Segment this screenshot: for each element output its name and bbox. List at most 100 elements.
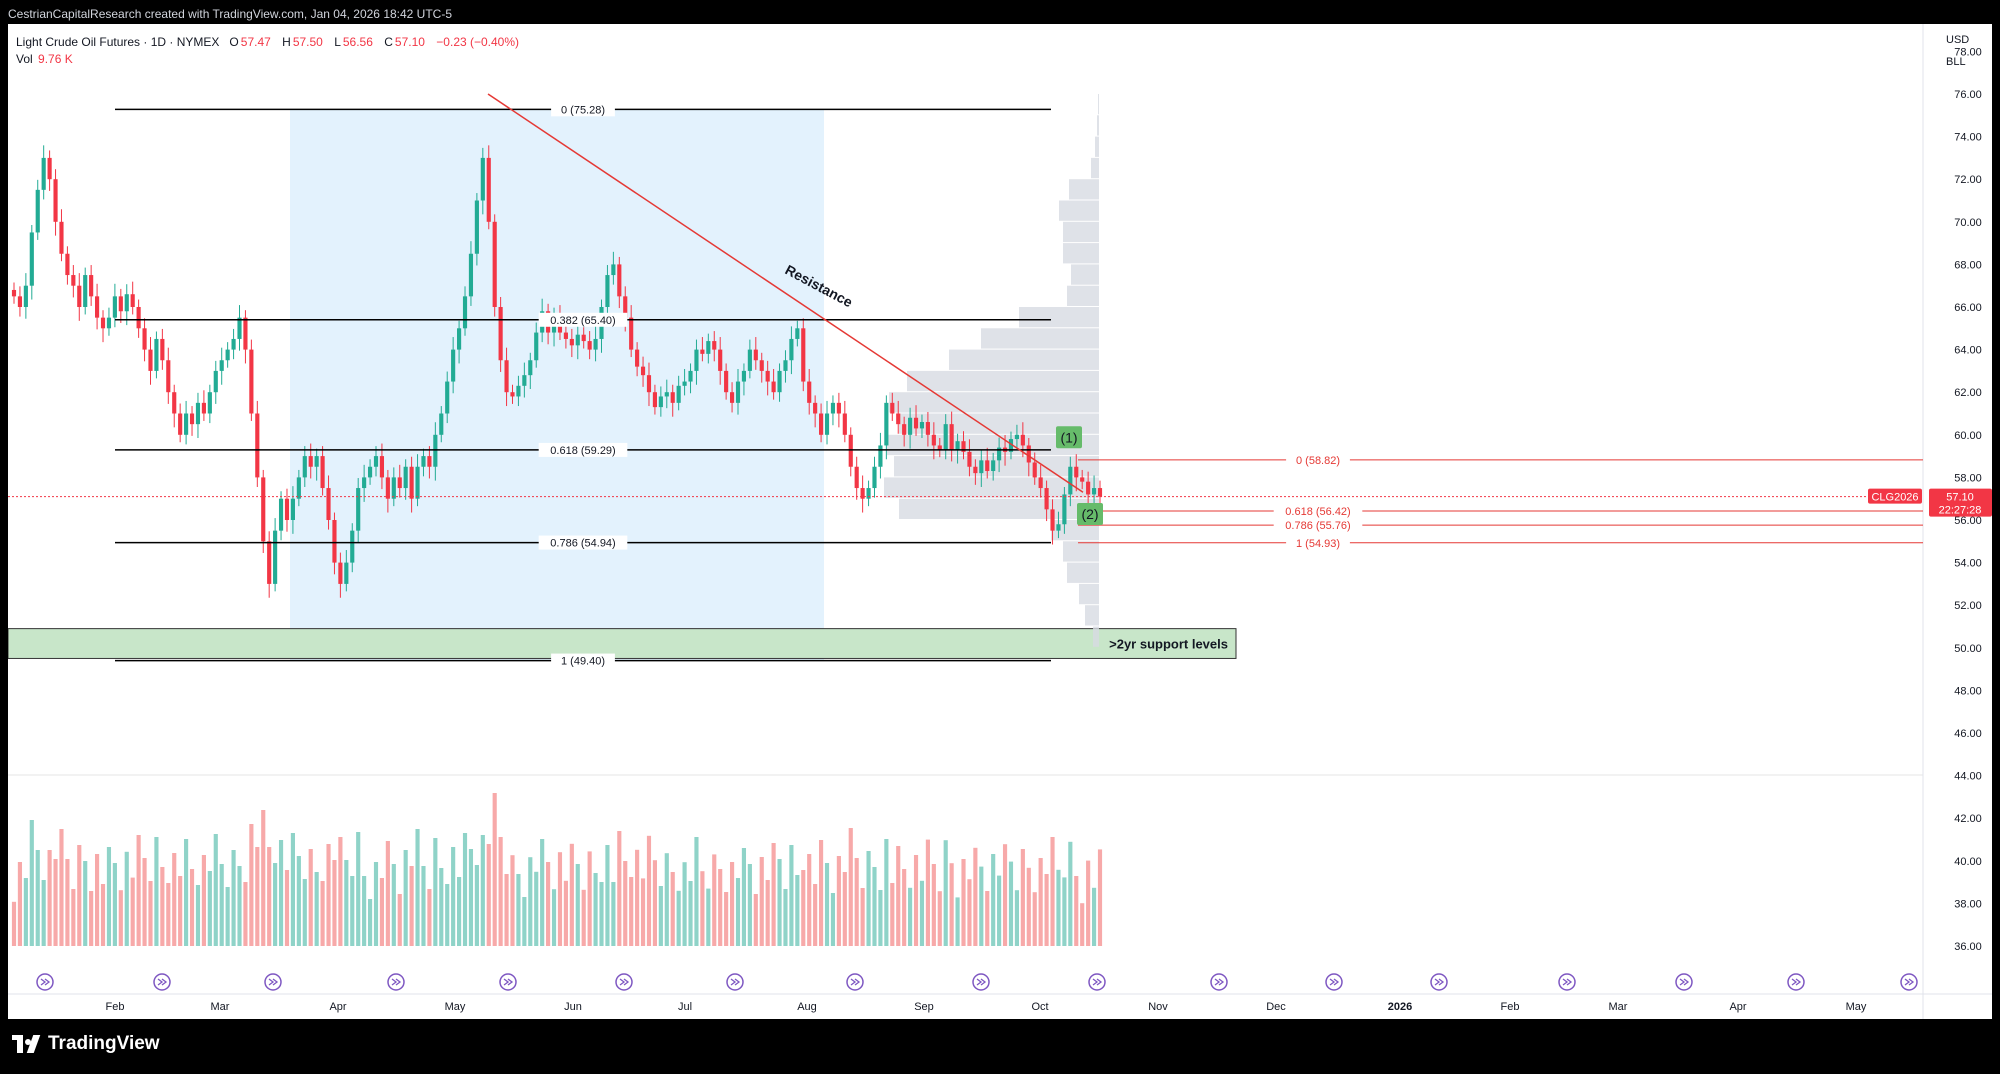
volume-bar <box>160 867 165 946</box>
symbol-legend: Light Crude Oil Futures · 1D · NYMEX O 57… <box>16 34 527 68</box>
fib-levels: 0 (75.28) 0.382 (65.40) 0.618 (59.29) 0.786… <box>115 102 1923 668</box>
candle-body <box>112 296 117 318</box>
candle-body <box>581 334 586 342</box>
volume-bar <box>451 847 456 946</box>
candle-body <box>623 296 628 318</box>
candle-body <box>652 392 657 408</box>
volume-bar <box>510 855 515 946</box>
candle-body <box>1020 434 1025 446</box>
candle-body <box>59 221 64 254</box>
wave1-label: (1) <box>1060 429 1077 445</box>
price-chart[interactable]: 0 (75.28) 0.382 (65.40) 0.618 (59.29) 0.786… <box>8 24 1992 1019</box>
volume-bar <box>124 851 129 946</box>
candle-body <box>1056 524 1061 531</box>
candle-body <box>991 460 996 472</box>
candle-body <box>1074 466 1079 478</box>
candle-body <box>338 562 343 584</box>
volume-bar <box>373 862 379 946</box>
close-label: C <box>384 35 393 49</box>
volume-bar <box>913 855 919 946</box>
candle-body <box>534 332 539 361</box>
candle-body <box>1068 466 1073 495</box>
event-marker-glyph <box>1679 978 1690 986</box>
volume-bar <box>937 891 942 946</box>
volume-bar <box>813 884 818 946</box>
tradingview-logo[interactable]: TradingView <box>12 1033 160 1055</box>
fib-label-bg <box>538 535 628 550</box>
candle-body <box>872 466 877 489</box>
candle-body <box>172 392 177 414</box>
candle-body <box>83 275 88 307</box>
volume-profile-bar <box>1063 243 1099 264</box>
candle-body <box>860 488 865 499</box>
volume-bar <box>724 892 729 946</box>
footer-bar: TradingView <box>0 1019 2000 1074</box>
volume-bar <box>516 874 521 946</box>
volume-bar <box>130 877 135 946</box>
low-label: L <box>334 35 341 49</box>
low-value: 56.56 <box>342 35 373 49</box>
attribution-text: CestrianCapitalResearch created with Tra… <box>8 7 453 21</box>
volume-bar <box>255 847 260 946</box>
candle-body <box>11 289 17 297</box>
time-tick-label: May <box>1846 1001 1867 1013</box>
volume-bar <box>795 875 800 946</box>
candle-body <box>510 392 515 397</box>
candle-body <box>824 413 830 435</box>
candle-body <box>362 477 367 489</box>
candle-body <box>249 349 254 414</box>
candle-body <box>89 275 94 297</box>
last-price-value: 57.10 <box>1946 492 1974 504</box>
volume-bar <box>682 862 687 946</box>
volume-profile-bar <box>889 392 1099 413</box>
candle-body <box>635 349 640 367</box>
candle-body <box>213 370 218 393</box>
volume-bar <box>457 877 462 946</box>
fib-minor-label: 0 (58.82) <box>1296 455 1340 467</box>
candle-body <box>35 189 40 233</box>
volume-bar <box>95 854 100 946</box>
volume-bar <box>35 850 40 946</box>
candle-body <box>71 275 76 286</box>
volume-label: Vol <box>16 52 33 66</box>
fib-minor-label-bg <box>1286 452 1350 467</box>
volume-bar <box>1038 858 1043 946</box>
candle-body <box>819 413 824 435</box>
volume-bar <box>273 863 278 946</box>
open-value: 57.47 <box>240 35 271 49</box>
candle-body <box>617 264 622 297</box>
volume-profile-bar <box>899 498 1099 519</box>
volume-bar <box>219 864 224 946</box>
candle-body <box>486 157 491 222</box>
instrument-title[interactable]: Light Crude Oil Futures · 1D · NYMEX <box>16 35 220 49</box>
volume-bar <box>385 841 390 946</box>
unit-label[interactable]: BLL <box>1946 56 1966 68</box>
countdown-value: 22:27:28 <box>1939 505 1982 517</box>
volume-bar <box>136 835 141 946</box>
candle-body <box>95 296 100 318</box>
volume-bar <box>658 886 663 946</box>
candle-body <box>344 562 349 584</box>
time-tick-label: Sep <box>914 1001 934 1013</box>
price-tick-label: 40.00 <box>1954 856 1982 868</box>
candle-body <box>409 466 414 499</box>
time-tick-label: Mar <box>211 1001 230 1013</box>
candle-body <box>136 307 141 329</box>
candle-body <box>65 253 70 276</box>
currency-label[interactable]: USD <box>1946 34 1970 46</box>
chart-panel[interactable]: 0 (75.28) 0.382 (65.40) 0.618 (59.29) 0.786… <box>8 24 1992 1019</box>
volume-profile-bar <box>1069 179 1099 200</box>
candle-body <box>302 456 307 478</box>
time-tick-label: Feb <box>1501 1001 1520 1013</box>
volume-profile-bar <box>1063 541 1099 562</box>
volume-bar <box>1032 892 1037 946</box>
candle-body <box>492 221 497 307</box>
candle-body <box>676 385 681 403</box>
candle-body <box>53 179 58 222</box>
candle-body <box>23 285 28 307</box>
candle-body <box>1008 439 1014 452</box>
volume-bar <box>492 793 497 946</box>
volume-bar <box>652 860 657 946</box>
volume-bar <box>1068 841 1073 946</box>
resistance-line <box>487 93 1084 493</box>
